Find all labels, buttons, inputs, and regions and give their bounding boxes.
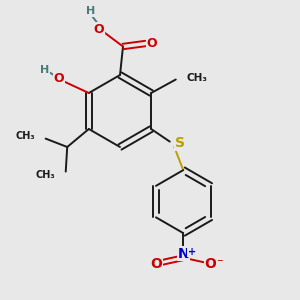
- Text: O: O: [204, 257, 216, 271]
- Text: ⁻: ⁻: [217, 257, 223, 270]
- Text: CH₃: CH₃: [16, 131, 35, 141]
- Text: S: S: [175, 136, 185, 150]
- Text: O: O: [150, 257, 162, 271]
- Text: N: N: [178, 247, 190, 260]
- Text: O: O: [53, 72, 64, 85]
- Text: CH₃: CH₃: [36, 170, 55, 180]
- Text: O: O: [94, 23, 104, 36]
- Text: CH₃: CH₃: [186, 73, 207, 83]
- Text: H: H: [40, 65, 49, 75]
- Text: H: H: [86, 6, 95, 16]
- Text: O: O: [146, 37, 157, 50]
- Text: +: +: [188, 247, 196, 257]
